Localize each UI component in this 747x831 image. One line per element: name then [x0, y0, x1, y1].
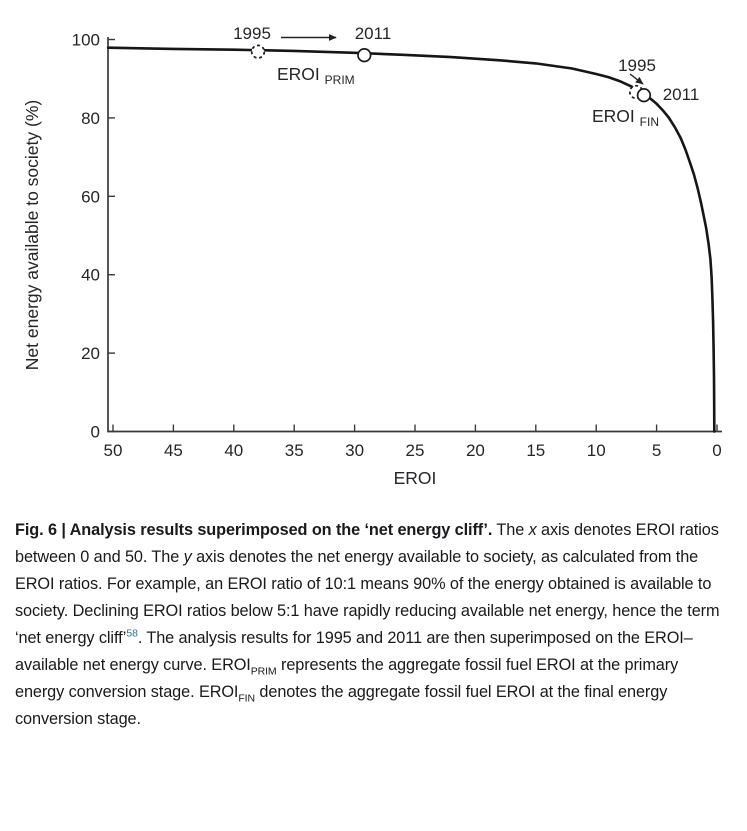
x-tick-label-15: 15 [526, 441, 545, 460]
prim-2011-label: 2011 [355, 24, 392, 43]
fin-1995-arrow [629, 73, 644, 85]
caption-segment-6: 58 [126, 627, 138, 640]
eroi-prim-label: EROI PRIM [277, 64, 355, 87]
x-tick-label-50: 50 [104, 441, 123, 460]
caption-segment-0: Fig. 6 | Analysis results superimposed o… [15, 521, 493, 539]
caption-segment-8: PRIM [250, 665, 277, 678]
y-tick-label-0: 0 [91, 423, 100, 442]
eroi-fin-label-sub: FIN [640, 115, 659, 129]
caption-segment-4: y [183, 548, 192, 566]
figure-caption: Fig. 6 | Analysis results superimposed o… [0, 505, 741, 733]
data-points [250, 44, 652, 103]
x-tick-label-20: 20 [466, 441, 485, 460]
y-tick-label-60: 60 [81, 187, 100, 206]
y-axis-ticks: 0 20 40 60 80 100 [72, 31, 115, 442]
fin-2011-label: 2011 [663, 85, 700, 104]
caption-segment-2: x [528, 521, 537, 539]
x-tick-label-25: 25 [406, 441, 425, 460]
caption-segment-11: denotes the aggregate fossil fuel EROI a… [15, 683, 668, 728]
caption-segment-7: . The analysis results for 1995 and 2011… [15, 629, 693, 674]
eroi-fin-label: EROI FIN [592, 106, 659, 129]
point-EROI_FIN-2011 [636, 88, 652, 103]
fin-1995-label: 1995 [618, 56, 656, 75]
point-EROI_PRIM-1995 [250, 44, 266, 59]
y-tick-label-20: 20 [81, 344, 100, 363]
point-EROI_PRIM-2011 [357, 48, 372, 63]
y-tick-label-40: 40 [81, 266, 100, 285]
caption-segment-5: axis denotes the net energy available to… [15, 548, 720, 647]
x-axis-title: EROI [394, 468, 437, 488]
x-axis-ticks: 50 45 40 35 30 25 20 15 10 5 0 [104, 424, 722, 460]
caption-segment-10: FIN [238, 692, 255, 705]
x-tick-label-0: 0 [712, 441, 721, 460]
y-tick-label-80: 80 [81, 109, 100, 128]
prim-1995-label: 1995 [233, 24, 271, 43]
x-tick-label-5: 5 [652, 441, 661, 460]
y-tick-label-100: 100 [72, 31, 100, 50]
y-axis-title: Net energy available to society (%) [22, 100, 42, 370]
x-tick-label-10: 10 [587, 441, 606, 460]
eroi-prim-label-sub: PRIM [325, 73, 355, 87]
caption-segment-1: The [492, 521, 529, 539]
caption-segment-3: axis denotes EROI ratios between 0 and 5… [15, 521, 719, 566]
x-tick-label-35: 35 [285, 441, 304, 460]
net-energy-curve [106, 46, 716, 433]
axis-lines [107, 37, 722, 433]
x-tick-label-30: 30 [345, 441, 364, 460]
x-tick-label-45: 45 [164, 441, 183, 460]
caption-segment-9: represents the aggregate fossil fuel ERO… [15, 656, 679, 701]
eroi-fin-label-main: EROI [592, 106, 635, 126]
x-tick-label-40: 40 [224, 441, 243, 460]
eroi-prim-label-main: EROI [277, 64, 320, 84]
